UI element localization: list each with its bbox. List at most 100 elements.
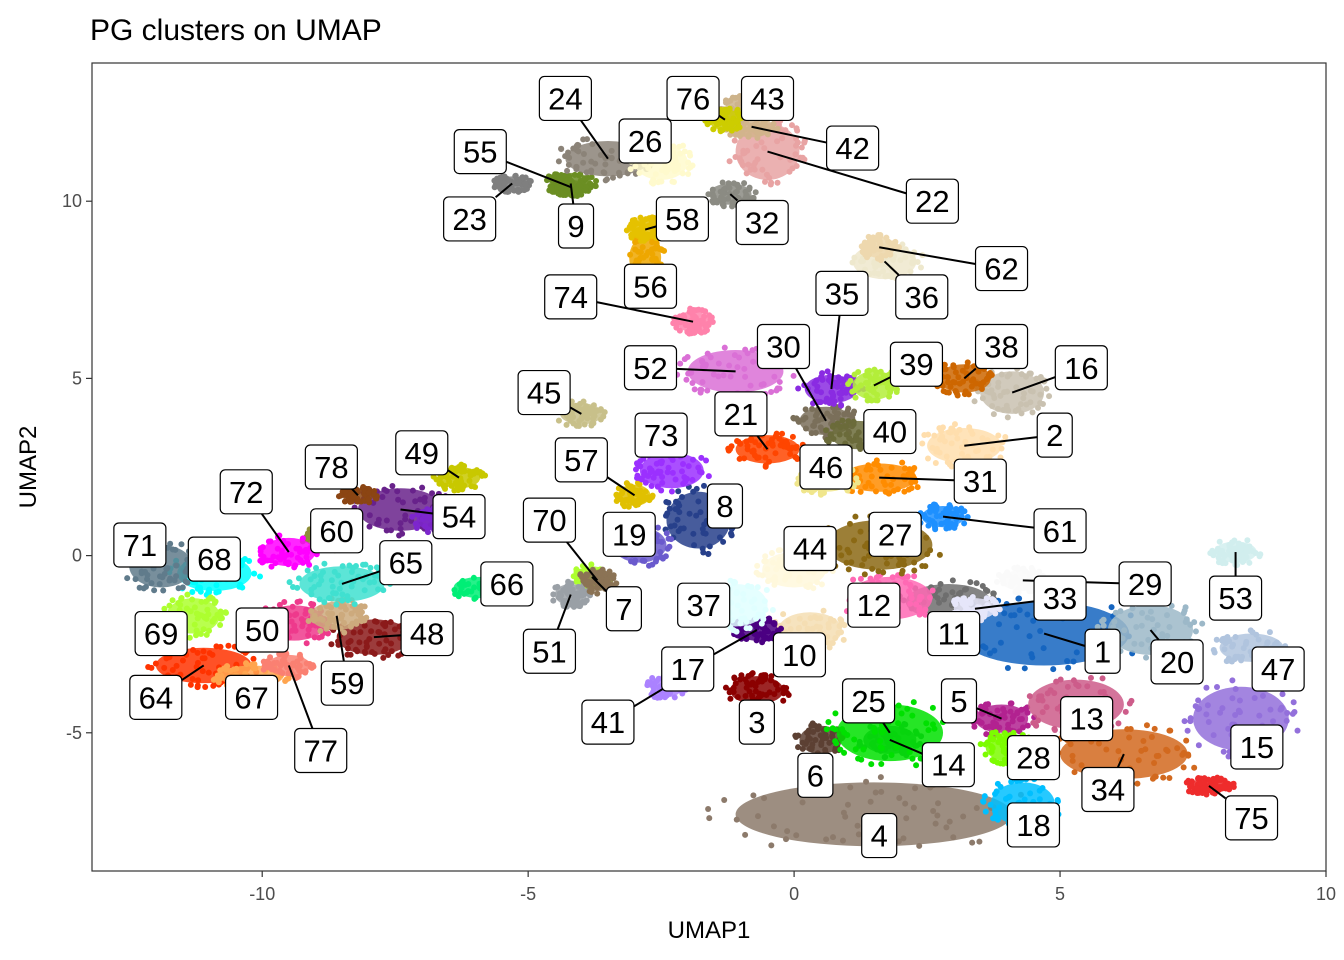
point — [666, 505, 673, 512]
point — [570, 145, 577, 152]
point — [581, 421, 588, 428]
point — [1204, 787, 1211, 794]
point — [926, 516, 933, 523]
point — [809, 406, 816, 413]
point — [239, 584, 246, 591]
point — [889, 574, 896, 581]
point — [762, 606, 769, 613]
cluster-47-points — [1210, 627, 1294, 665]
point — [202, 683, 209, 690]
point — [1017, 401, 1024, 408]
leader-line-31 — [879, 476, 955, 482]
point — [1187, 783, 1194, 790]
point — [328, 577, 335, 584]
point — [302, 610, 309, 617]
point — [767, 181, 774, 188]
point — [1036, 796, 1043, 803]
cluster-label-14: 14 — [921, 742, 975, 788]
point — [749, 448, 756, 455]
point — [987, 734, 994, 741]
point — [466, 477, 473, 484]
point — [835, 410, 842, 417]
point — [862, 243, 869, 250]
point — [669, 469, 676, 476]
point — [734, 364, 741, 371]
point — [184, 579, 191, 586]
label-box — [921, 742, 975, 788]
point — [1129, 605, 1136, 612]
point — [1047, 687, 1054, 694]
point — [412, 498, 419, 505]
point — [857, 575, 864, 582]
point — [912, 785, 919, 792]
point — [800, 416, 807, 423]
point — [982, 751, 989, 758]
point — [771, 581, 778, 588]
point — [1039, 709, 1046, 716]
point — [1185, 752, 1192, 759]
point — [345, 645, 352, 652]
point — [575, 422, 582, 429]
point — [670, 143, 677, 150]
point — [901, 488, 908, 495]
point — [1009, 576, 1016, 583]
leader-line-34 — [1116, 753, 1125, 768]
point — [190, 646, 197, 653]
point — [299, 623, 306, 630]
point — [628, 495, 635, 502]
leader-line-16 — [1011, 376, 1056, 394]
point — [193, 632, 200, 639]
point — [845, 418, 852, 425]
point — [747, 382, 754, 389]
point — [300, 548, 307, 555]
point — [305, 632, 312, 639]
point — [756, 442, 763, 449]
cluster-51-points — [550, 578, 593, 610]
point — [747, 166, 754, 173]
point — [166, 602, 173, 609]
point — [960, 813, 967, 820]
label-box — [1060, 696, 1114, 742]
point — [1014, 709, 1021, 716]
point — [567, 417, 574, 424]
point — [722, 684, 729, 691]
point — [753, 623, 760, 630]
point — [804, 737, 811, 744]
point — [814, 579, 821, 586]
point — [932, 820, 939, 827]
point — [639, 557, 646, 564]
leader-line-76 — [718, 114, 726, 121]
point — [714, 121, 721, 128]
point — [945, 379, 952, 386]
point — [771, 373, 778, 380]
leader-line-22 — [767, 150, 907, 195]
leader-line-64 — [181, 664, 205, 681]
point — [1134, 780, 1141, 787]
point — [515, 188, 522, 195]
point — [171, 577, 178, 584]
point — [768, 842, 775, 849]
point — [899, 459, 906, 466]
label-box — [706, 483, 744, 529]
label-text: 22 — [915, 184, 949, 219]
point — [993, 720, 1000, 727]
point — [953, 388, 960, 395]
leader-line-62 — [879, 246, 976, 266]
point — [331, 568, 338, 575]
point — [738, 628, 745, 635]
point — [1227, 551, 1234, 558]
point — [837, 395, 844, 402]
point — [670, 320, 677, 327]
point — [971, 398, 978, 405]
point — [957, 589, 964, 596]
point — [931, 520, 938, 527]
point — [761, 636, 768, 643]
point — [776, 378, 783, 385]
point — [840, 636, 847, 643]
point — [1010, 729, 1017, 736]
point — [391, 626, 398, 633]
label-text: 23 — [452, 202, 486, 237]
point — [422, 523, 429, 530]
point — [740, 596, 747, 603]
point — [734, 101, 741, 108]
